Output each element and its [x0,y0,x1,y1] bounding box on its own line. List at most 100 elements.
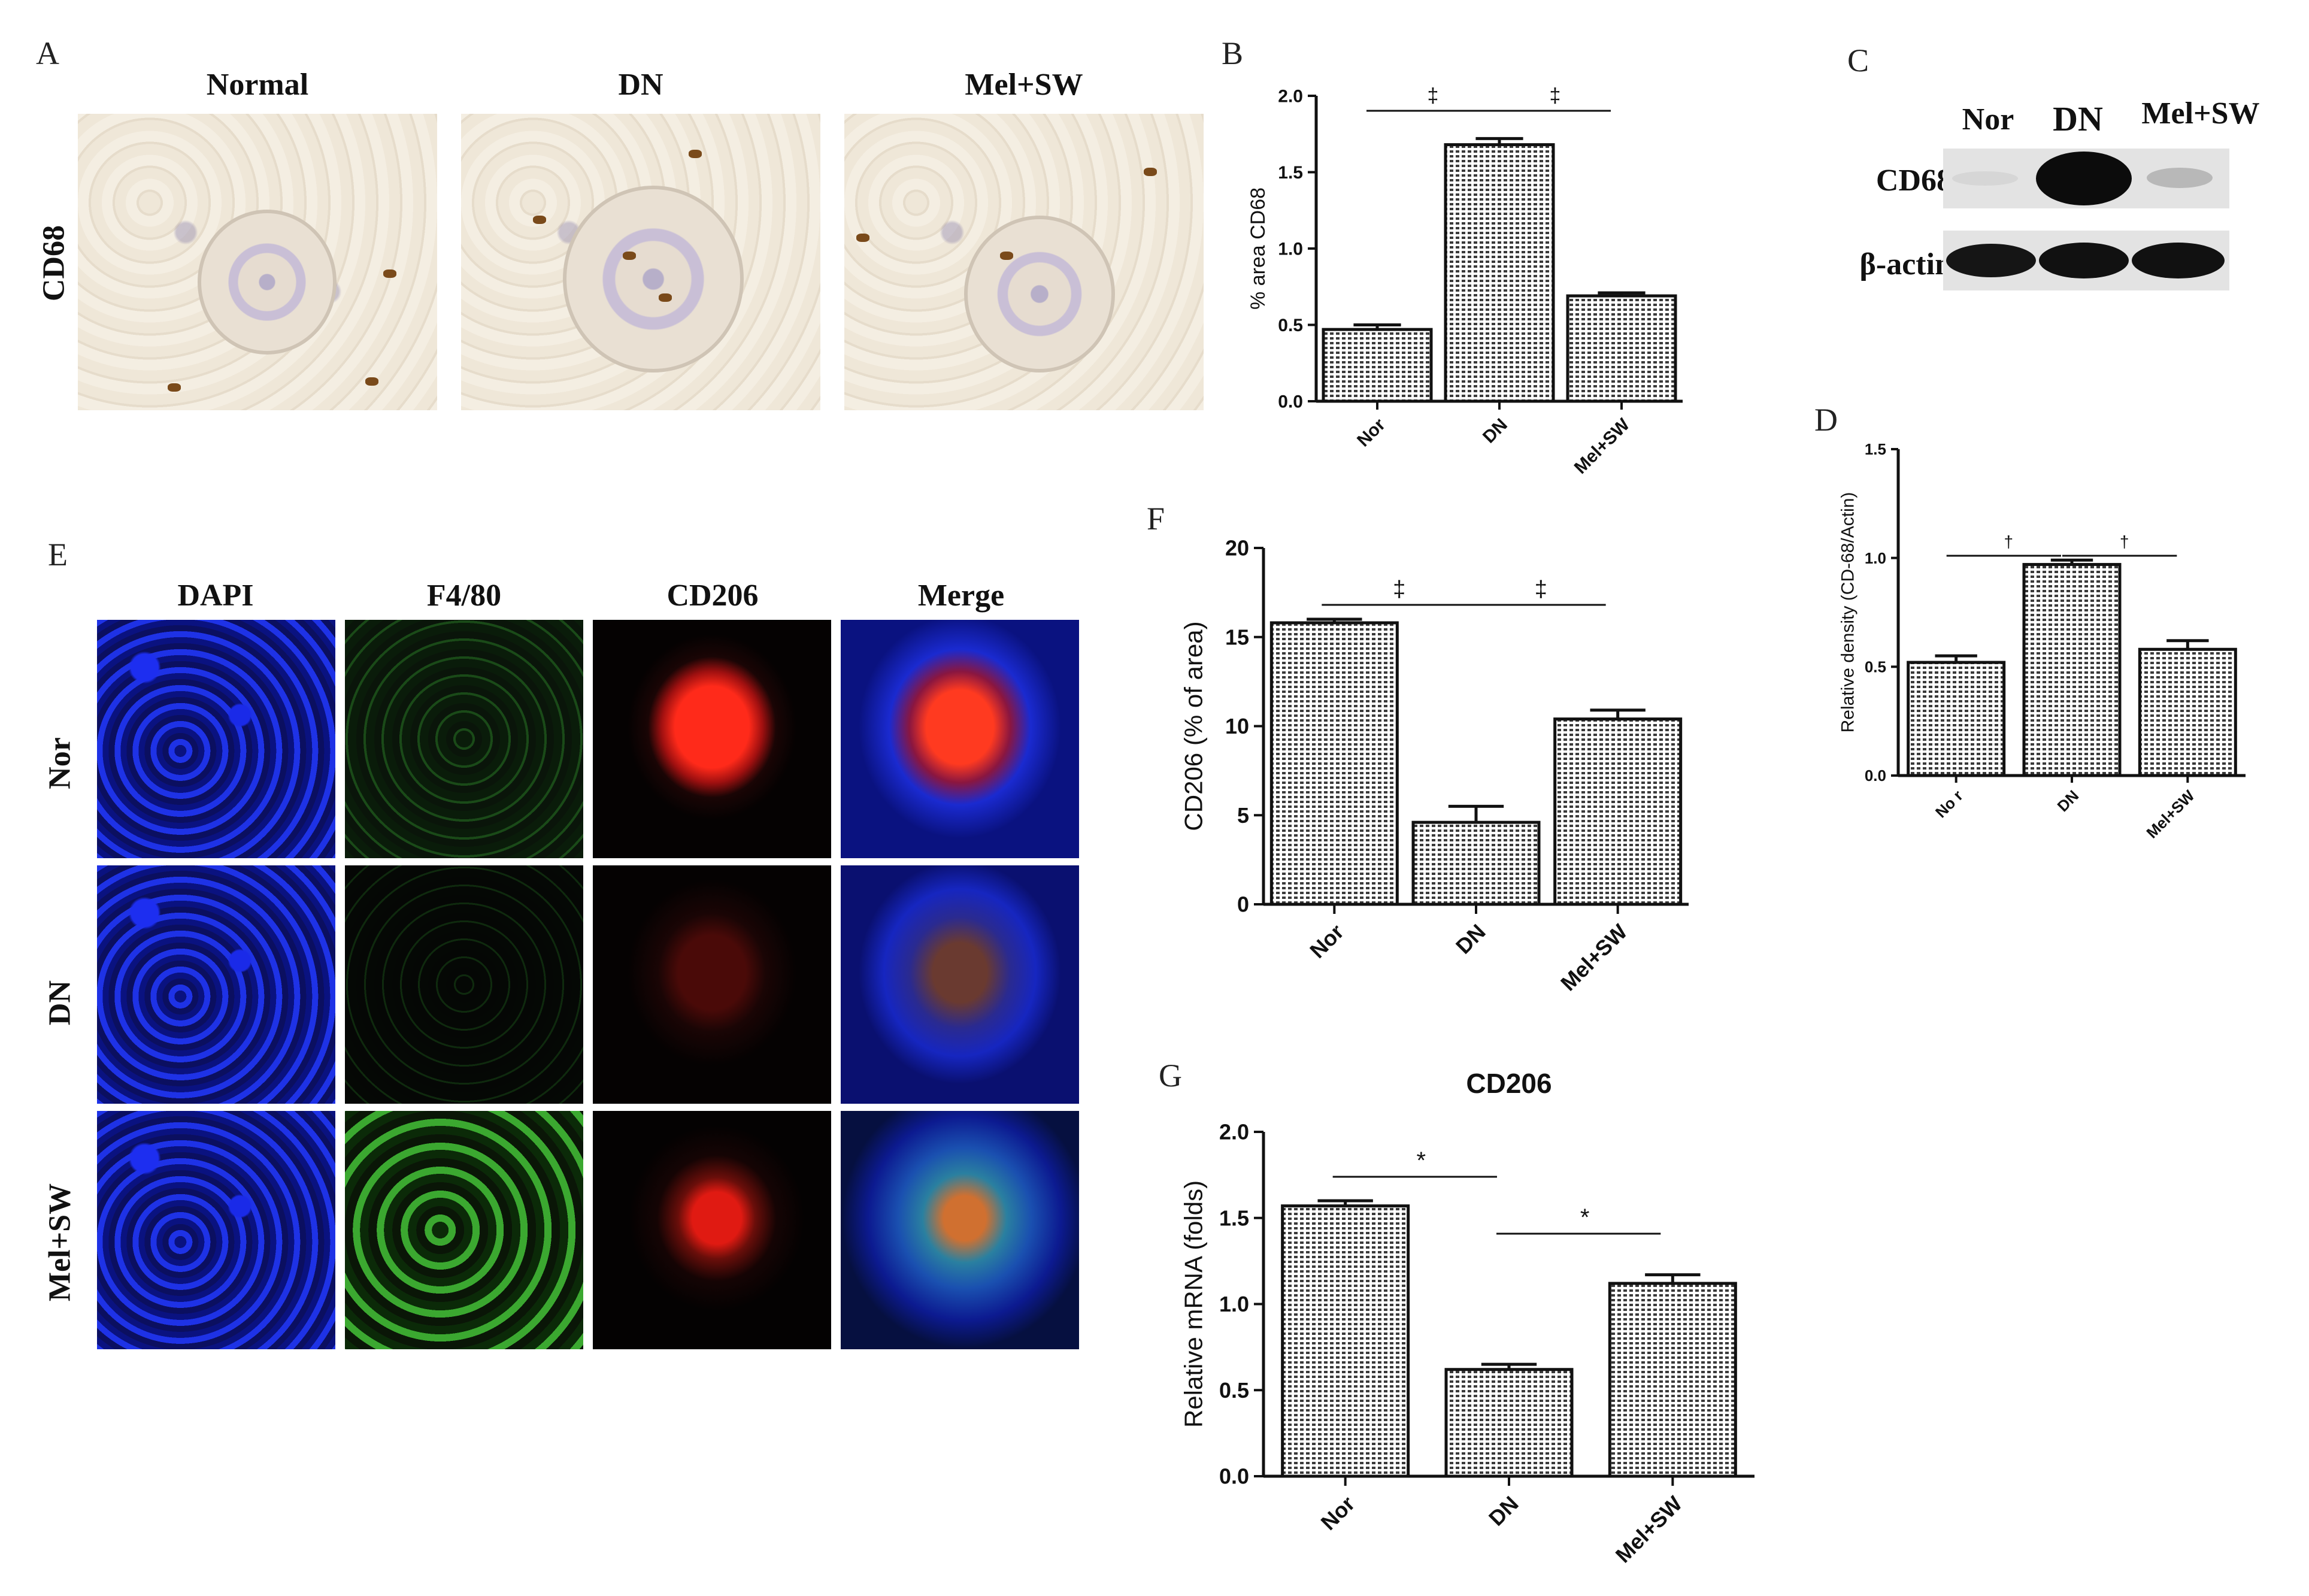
x-tick-label: Mel+SW [1571,414,1634,478]
y-tick-label: 15 [1225,625,1249,649]
y-tick-label: 1.0 [1865,549,1886,567]
x-tick-label: Mel+SW [2143,786,2198,842]
y-tick-label: 0.5 [1219,1378,1249,1403]
x-tick-label: Mel+SW [1556,919,1632,995]
bar-dn [1444,143,1555,403]
x-tick-label: DN [1451,919,1490,959]
fluor-dapi-nor [97,620,335,858]
y-tick-label: 1.5 [1278,163,1303,183]
panel-e-col-cd206: CD206 [666,579,759,613]
bar-dn [2022,563,2122,777]
significance-mark: ‡ [1428,84,1439,107]
panel-c-col-nor: Nor [1962,102,2014,137]
bar-mel-sw [1553,717,1683,906]
fluor-f480-nor [345,620,583,858]
chart-g: CD206 0.0 0.5 1.0 1.5 2.0 Relative mRNA (folds… [1180,1068,1755,1567]
y-tick-label: 0.0 [1865,767,1886,785]
significance-mark: ‡ [1535,577,1547,602]
chart-f: 0 5 10 15 20 CD206 (% of area) Nor DN Mel+SW ‡ ‡ [1180,536,1689,995]
panel-d-letter: D [1814,402,1838,438]
y-tick-label: 2.0 [1219,1120,1249,1144]
significance-mark: * [1580,1204,1590,1231]
x-tick-label: DN [2053,786,2082,815]
panel-e-col-merge: Merge [917,579,1005,613]
y-axis-label: Relative mRNA (folds) [1180,1180,1208,1428]
y-tick-label: 0.5 [1278,316,1303,335]
bar-mel-sw [2138,647,2237,777]
chart-b: 0.0 0.5 1.0 1.5 2.0 % area CD68 Nor DN Mel+SW ‡ ‡ [1247,84,1683,478]
y-axis-label: Relative density (CD-68/Actin) [1838,492,1858,733]
panel-e-letter: E [48,537,68,573]
bar-nor [1269,621,1399,906]
significance-mark: † [2004,532,2014,551]
y-tick-label: 2.0 [1278,87,1303,107]
chart-d: 0.0 0.5 1.0 1.5 Relative density (CD-68/Acti… [1838,440,2246,842]
y-tick-label: 0 [1237,892,1249,917]
y-axis-label: CD206 (% of area) [1180,621,1208,831]
micrograph-cd68-dn [461,114,820,410]
y-tick-label: 20 [1225,536,1249,561]
x-tick-label: Nor [1353,414,1389,450]
micrograph-cd68-normal [78,114,437,410]
panel-e-col-f480: F4/80 [426,579,502,613]
panel-c-row-cd68: CD68 [1875,163,1952,198]
western-blot-actin [1943,231,2229,290]
panel-b-letter: B [1222,35,1244,71]
bar-mel-sw [1608,1282,1737,1478]
chart-title: CD206 [1466,1068,1552,1099]
y-tick-label: 1.5 [1219,1206,1249,1230]
fluor-merge-melsw [841,1111,1079,1349]
panel-a-col-normal: Normal [206,68,309,102]
bar-no-r [1907,661,2006,777]
western-blot-cd68 [1943,149,2229,208]
panel-c-col-dn: DN [2053,99,2103,138]
significance-mark: ‡ [1550,84,1561,107]
y-tick-label: 0.5 [1865,658,1886,676]
panel-e-row-nor: Nor [43,737,77,789]
bar-dn [1411,820,1541,906]
significance-mark: † [2120,532,2129,551]
x-tick-label: Nor [1305,919,1349,963]
bar-dn [1444,1368,1574,1478]
x-tick-label: DN [1484,1491,1523,1531]
fluor-f480-melsw [345,1111,583,1349]
panel-c-row-actin: β-actin [1859,247,1952,281]
y-tick-label: 1.0 [1219,1292,1249,1316]
fluor-merge-dn [841,865,1079,1104]
fluor-dapi-dn [97,865,335,1104]
panel-a-letter: A [36,35,59,71]
fluor-merge-nor [841,620,1079,858]
fluor-dapi-melsw [97,1111,335,1349]
y-tick-label: 10 [1225,714,1249,738]
panel-c-letter: C [1847,43,1869,78]
panel-c-col-melsw: Mel+SW [2141,96,2260,131]
panel-e-col-dapi: DAPI [177,579,254,613]
panel-e-row-melsw: Mel+SW [43,1183,77,1302]
fluor-cd206-melsw [593,1111,831,1349]
y-axis-label: % area CD68 [1247,187,1269,310]
panel-a-col-melsw: Mel+SW [965,68,1083,102]
significance-mark: * [1417,1147,1426,1174]
panel-f-letter: F [1147,501,1165,537]
panel-g-letter: G [1159,1058,1182,1094]
micrograph-cd68-melsw [844,114,1204,410]
y-tick-label: 0.0 [1219,1464,1249,1489]
y-tick-label: 5 [1237,803,1249,828]
y-tick-label: 1.0 [1278,240,1303,259]
panel-a-row-cd68: CD68 [37,225,71,302]
x-tick-label: Nor [1316,1491,1359,1535]
bar-nor [1281,1204,1410,1478]
x-tick-label: Mel+SW [1611,1491,1687,1567]
y-tick-label: 1.5 [1865,440,1886,458]
fluor-cd206-dn [593,865,831,1104]
significance-mark: ‡ [1393,577,1405,602]
x-tick-label: DN [1479,415,1511,447]
panel-a-col-dn: DN [618,68,663,102]
panel-e-row-dn: DN [43,980,77,1026]
bar-nor [1322,328,1433,403]
fluor-f480-dn [345,865,583,1104]
bar-mel-sw [1566,294,1677,403]
x-tick-label: No r [1932,786,1966,821]
y-tick-label: 0.0 [1278,392,1303,412]
fluor-cd206-nor [593,620,831,858]
